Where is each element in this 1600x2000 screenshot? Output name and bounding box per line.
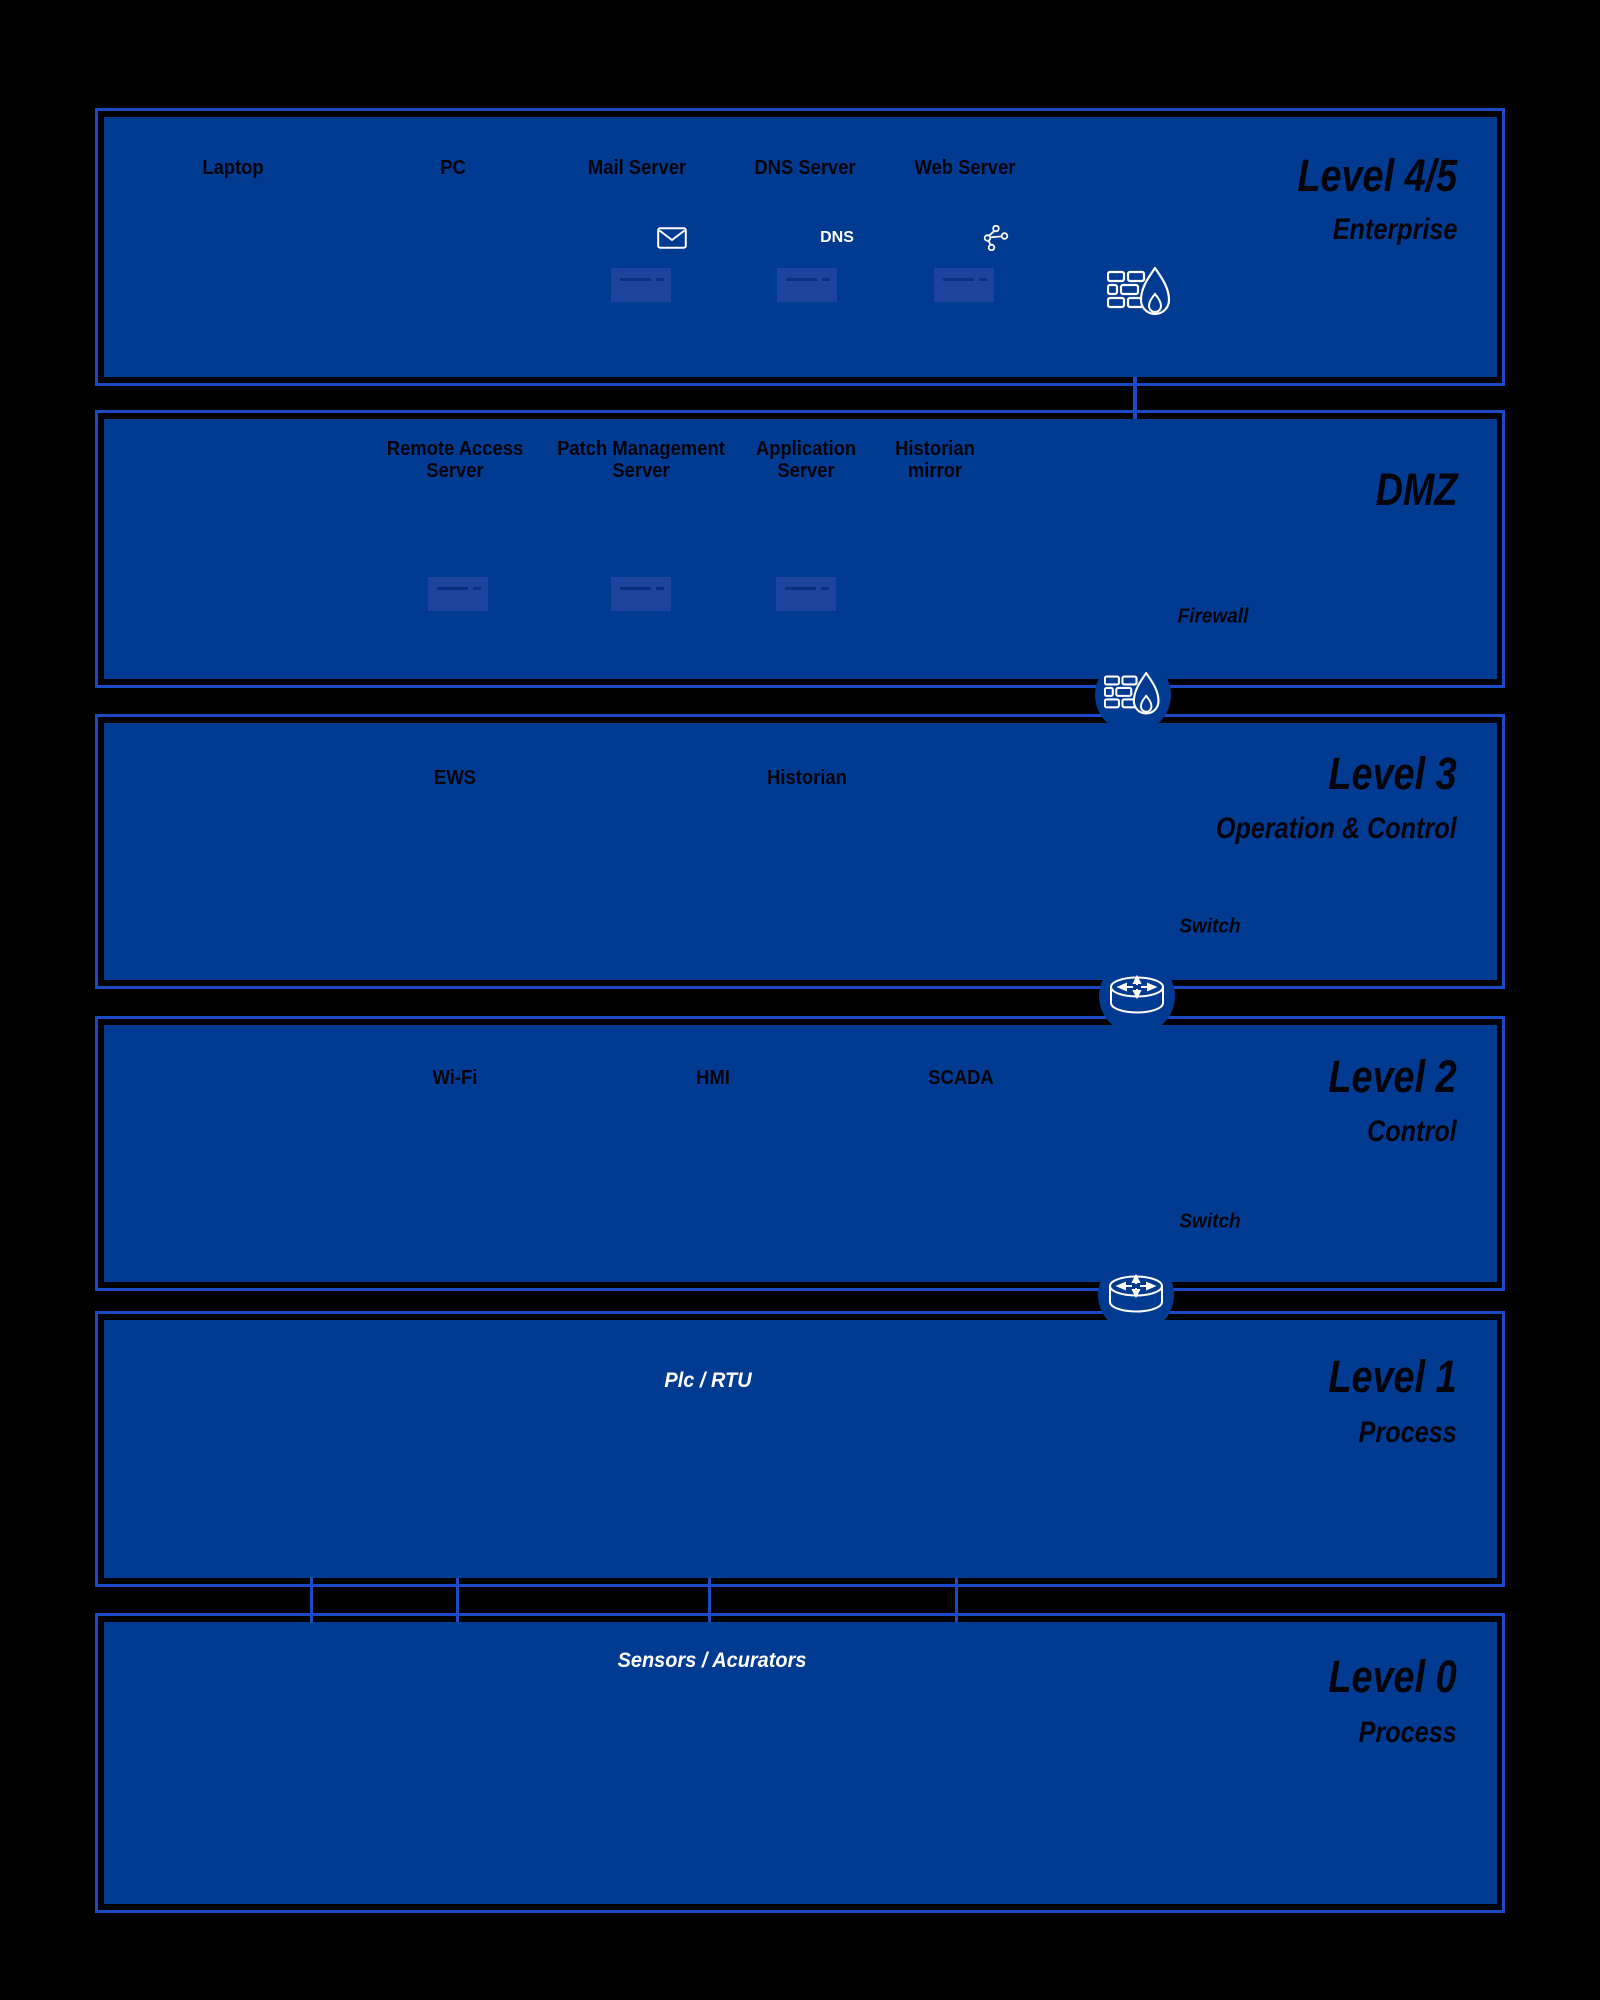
node-label-web-server: Web Server <box>914 157 1016 179</box>
node-label-scada: SCADA <box>928 1067 994 1089</box>
level-0-frame <box>95 1613 1505 1913</box>
level-45-frame <box>95 108 1505 386</box>
connector-l1-l0-2 <box>456 1578 459 1622</box>
switch-label-l2: Switch <box>1179 1210 1241 1233</box>
server-box-mail <box>611 268 671 302</box>
connector-l1-l0-1 <box>310 1578 313 1622</box>
level-2-subtitle: Control <box>1367 1115 1457 1148</box>
level-0-title: Level 0 <box>1328 1651 1457 1702</box>
device-label-sensors-actuators: Sensors / Acurators <box>617 1649 807 1672</box>
node-label-historian-mirror: Historian mirror <box>895 438 975 482</box>
level-1-title: Level 1 <box>1328 1351 1457 1402</box>
node-label-patch-management-server: Patch Management Server <box>557 438 725 482</box>
dmz-panel <box>104 419 1497 679</box>
dmz-title: DMZ <box>1375 464 1457 515</box>
node-label-historian: Historian <box>767 767 847 789</box>
level-3-frame <box>95 714 1505 989</box>
node-label-pc: PC <box>440 157 466 179</box>
switch-label-l3: Switch <box>1179 915 1241 938</box>
node-label-mail-server: Mail Server <box>587 157 687 179</box>
node-label-dns-server: DNS Server <box>754 157 856 179</box>
node-label-laptop: Laptop <box>202 157 264 179</box>
connector-enterprise-dmz <box>1133 377 1137 419</box>
level-45-title: Level 4/5 <box>1297 150 1457 201</box>
level-3-panel <box>104 723 1497 980</box>
switch-icon <box>1108 1274 1164 1316</box>
level-2-title: Level 2 <box>1328 1051 1457 1102</box>
dns-label: DNS <box>820 229 854 246</box>
level-3-title: Level 3 <box>1328 748 1457 799</box>
level-0-panel <box>104 1622 1497 1904</box>
firewall-icon <box>1107 267 1173 319</box>
device-label-plc-rtu: Plc / RTU <box>664 1369 752 1392</box>
firewall-label: Firewall <box>1177 605 1249 628</box>
firewall-bridge <box>1095 657 1171 733</box>
server-box-remote-access <box>428 577 488 611</box>
level-1-frame <box>95 1311 1505 1587</box>
server-box-dns <box>777 268 837 302</box>
level-2-panel <box>104 1025 1497 1282</box>
node-label-wifi: Wi-Fi <box>432 1067 478 1089</box>
connector-l1-l0-4 <box>955 1578 958 1622</box>
level-0-subtitle: Process <box>1358 1716 1457 1749</box>
node-label-ews: EWS <box>434 767 476 789</box>
switch-icon <box>1109 975 1165 1017</box>
switch-bridge-l2-l1 <box>1098 1257 1174 1333</box>
node-label-hmi: HMI <box>696 1067 730 1089</box>
server-box-web <box>934 268 994 302</box>
node-label-remote-access-server: Remote Access Server <box>386 438 524 482</box>
dmz-frame <box>95 410 1505 688</box>
firewall-bridge-icon <box>1104 672 1162 718</box>
level-1-subtitle: Process <box>1358 1416 1457 1449</box>
level-3-subtitle: Operation & Control <box>1216 812 1457 845</box>
server-box-patch-management <box>611 577 671 611</box>
connector-l1-l0-3 <box>708 1578 711 1622</box>
level-1-panel <box>104 1320 1497 1578</box>
node-label-application-server: Application Server <box>755 438 857 482</box>
mail-icon <box>657 227 687 249</box>
level-45-subtitle: Enterprise <box>1332 213 1457 246</box>
share-nodes-icon <box>983 225 1009 251</box>
server-box-application <box>776 577 836 611</box>
level-45-panel <box>104 117 1497 377</box>
switch-bridge-l3-l2 <box>1099 958 1175 1034</box>
level-2-frame <box>95 1016 1505 1291</box>
